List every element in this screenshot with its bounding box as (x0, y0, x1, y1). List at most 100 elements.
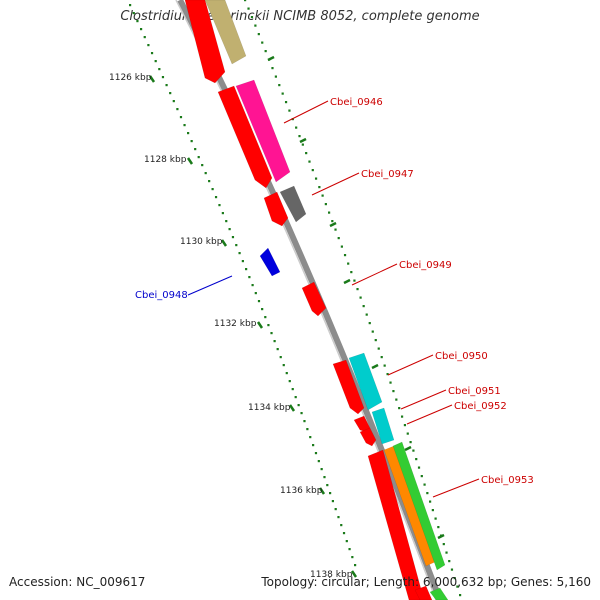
inner-scale-dot (320, 468, 323, 471)
outer-scale-dot (298, 135, 301, 138)
inner-scale-dot (251, 284, 254, 287)
outer-scale-dot (308, 160, 311, 163)
outer-scale-dot (442, 543, 445, 546)
inner-scale-dot (314, 452, 318, 455)
outer-scale-dot (450, 568, 454, 571)
outer-scale-dot (426, 492, 429, 495)
inner-scale-dot (179, 116, 183, 119)
inner-scale-dot (194, 148, 197, 151)
outer-scale-dot (368, 322, 371, 325)
outer-scale-dot (301, 143, 304, 146)
gene-arrow-red-4[interactable] (332, 359, 365, 415)
inner-scale-dot (136, 20, 139, 23)
scale-ticks (129, 0, 462, 597)
outer-scale-dot (347, 262, 350, 265)
inner-scale-dot (285, 372, 288, 375)
inner-scale-dot (257, 300, 261, 303)
inner-scale-dot (172, 100, 175, 103)
scale-label-1134: 1134 kbp (248, 403, 291, 413)
outer-scale-dot (337, 237, 340, 240)
outer-scale-dot (321, 194, 324, 197)
outer-major-tick (437, 533, 445, 540)
leader-cbei-0948 (187, 275, 233, 296)
inner-scale-dot (297, 404, 300, 407)
gene-label-cbei-0950[interactable]: Cbei_0950 (435, 351, 488, 362)
inner-scale-dot (201, 164, 204, 167)
inner-scale-dot (312, 444, 315, 447)
gene-label-cbei-0952[interactable]: Cbei_0952 (454, 401, 507, 412)
gene-arrow-cbei-0953[interactable] (392, 441, 446, 571)
gene-arrow-red-6[interactable] (367, 449, 425, 600)
gene-arrow-red-1[interactable] (184, 0, 226, 84)
scale-label-1136: 1136 kbp (280, 486, 323, 496)
outer-scale-dot (420, 475, 423, 478)
scale-label-1132: 1132 kbp (214, 319, 257, 329)
gene-label-cbei-0951[interactable]: Cbei_0951 (448, 386, 501, 397)
outer-scale-dot (374, 339, 377, 342)
outer-scale-dot (383, 364, 386, 367)
outer-scale-dot (371, 330, 374, 333)
outer-scale-dot (412, 449, 415, 452)
outer-scale-dot (423, 483, 426, 486)
inner-scale-dot (235, 244, 238, 247)
outer-scale-dot (353, 279, 356, 282)
gene-arrow-cbei-0946[interactable] (235, 79, 291, 183)
outer-scale-dot (318, 186, 321, 189)
gene-label-cbei-0949[interactable]: Cbei_0949 (399, 260, 452, 271)
outer-scale-dot (247, 7, 250, 10)
gene-arrow-red-7[interactable] (414, 585, 433, 600)
inner-scale-dot (143, 36, 146, 39)
outer-scale-dot (261, 41, 264, 44)
inner-scale-dot (241, 260, 244, 263)
outer-scale-dot (264, 50, 267, 53)
outer-scale-dot (362, 305, 365, 308)
gene-label-cbei-0946[interactable]: Cbei_0946 (330, 97, 383, 108)
outer-scale-dot (305, 152, 308, 155)
gene-label-cbei-0953[interactable]: Cbei_0953 (481, 475, 534, 486)
inner-scale-dot (147, 44, 150, 47)
outer-scale-dot (377, 347, 380, 350)
outer-scale-dot (406, 432, 409, 435)
inner-scale-dot (276, 348, 279, 351)
inner-scale-dot (197, 156, 200, 159)
leader-cbei-0946 (283, 100, 329, 124)
genome-summary-text: Topology: circular; Length: 6,000,632 bp… (261, 575, 591, 589)
inner-scale-dot (351, 556, 354, 559)
gene-label-cbei-0947[interactable]: Cbei_0947 (361, 169, 414, 180)
inner-scale-dot (169, 92, 172, 95)
inner-scale-dot (337, 516, 340, 519)
inner-scale-dot (317, 460, 320, 463)
gene-arrow-green-2[interactable] (429, 587, 449, 600)
inner-scale-dot (354, 564, 357, 567)
outer-scale-dot (356, 288, 359, 291)
inner-scale-dot (267, 324, 270, 327)
inner-scale-dot (345, 540, 348, 543)
inner-scale-dot (214, 196, 218, 199)
gene-arrow-red-3[interactable] (263, 191, 289, 227)
gene-labels: Cbei_0946 Cbei_0947 Cbei_0948 Cbei_0949 … (135, 97, 534, 486)
scale-label-1128: 1128 kbp (144, 155, 187, 165)
outer-scale-dot (437, 526, 440, 529)
inner-scale-dot (270, 332, 273, 335)
gene-arrow-olive[interactable] (204, 0, 247, 65)
inner-scale-dot (183, 124, 186, 127)
gene-label-cbei-0948[interactable]: Cbei_0948 (135, 290, 188, 301)
leader-cbei-0950 (387, 354, 434, 376)
major-tick (186, 157, 194, 165)
gene-arrow-cbei-0947[interactable] (279, 185, 307, 223)
outer-scale-dot (359, 296, 362, 299)
outer-scale-dot (244, 0, 247, 2)
outer-scale-dot (395, 398, 398, 401)
gene-arrow-red-5[interactable] (359, 427, 377, 447)
inner-scale-dot (254, 292, 257, 295)
major-tick (148, 75, 156, 83)
outer-scale-dot (448, 560, 451, 563)
inner-scale-dot (187, 132, 190, 135)
scale-labels: 1126 kbp 1128 kbp 1130 kbp 1132 kbp 1134… (109, 73, 353, 580)
gene-arrow-cbei-0948[interactable] (259, 247, 281, 277)
gene-arrow-cbei-0950[interactable] (348, 352, 383, 411)
gene-arrow-red-2[interactable] (217, 85, 273, 189)
gene-arrow-cbei-0949[interactable] (301, 281, 327, 317)
gene-arrow-cbei-0952[interactable] (371, 407, 395, 445)
inner-scale-dot (221, 212, 224, 215)
